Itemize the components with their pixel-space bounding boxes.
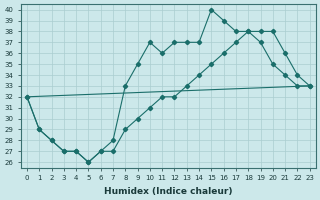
X-axis label: Humidex (Indice chaleur): Humidex (Indice chaleur) — [104, 187, 233, 196]
